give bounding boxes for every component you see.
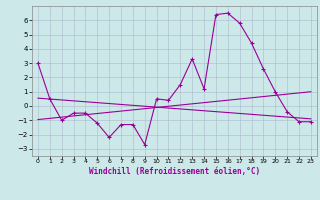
X-axis label: Windchill (Refroidissement éolien,°C): Windchill (Refroidissement éolien,°C): [89, 167, 260, 176]
